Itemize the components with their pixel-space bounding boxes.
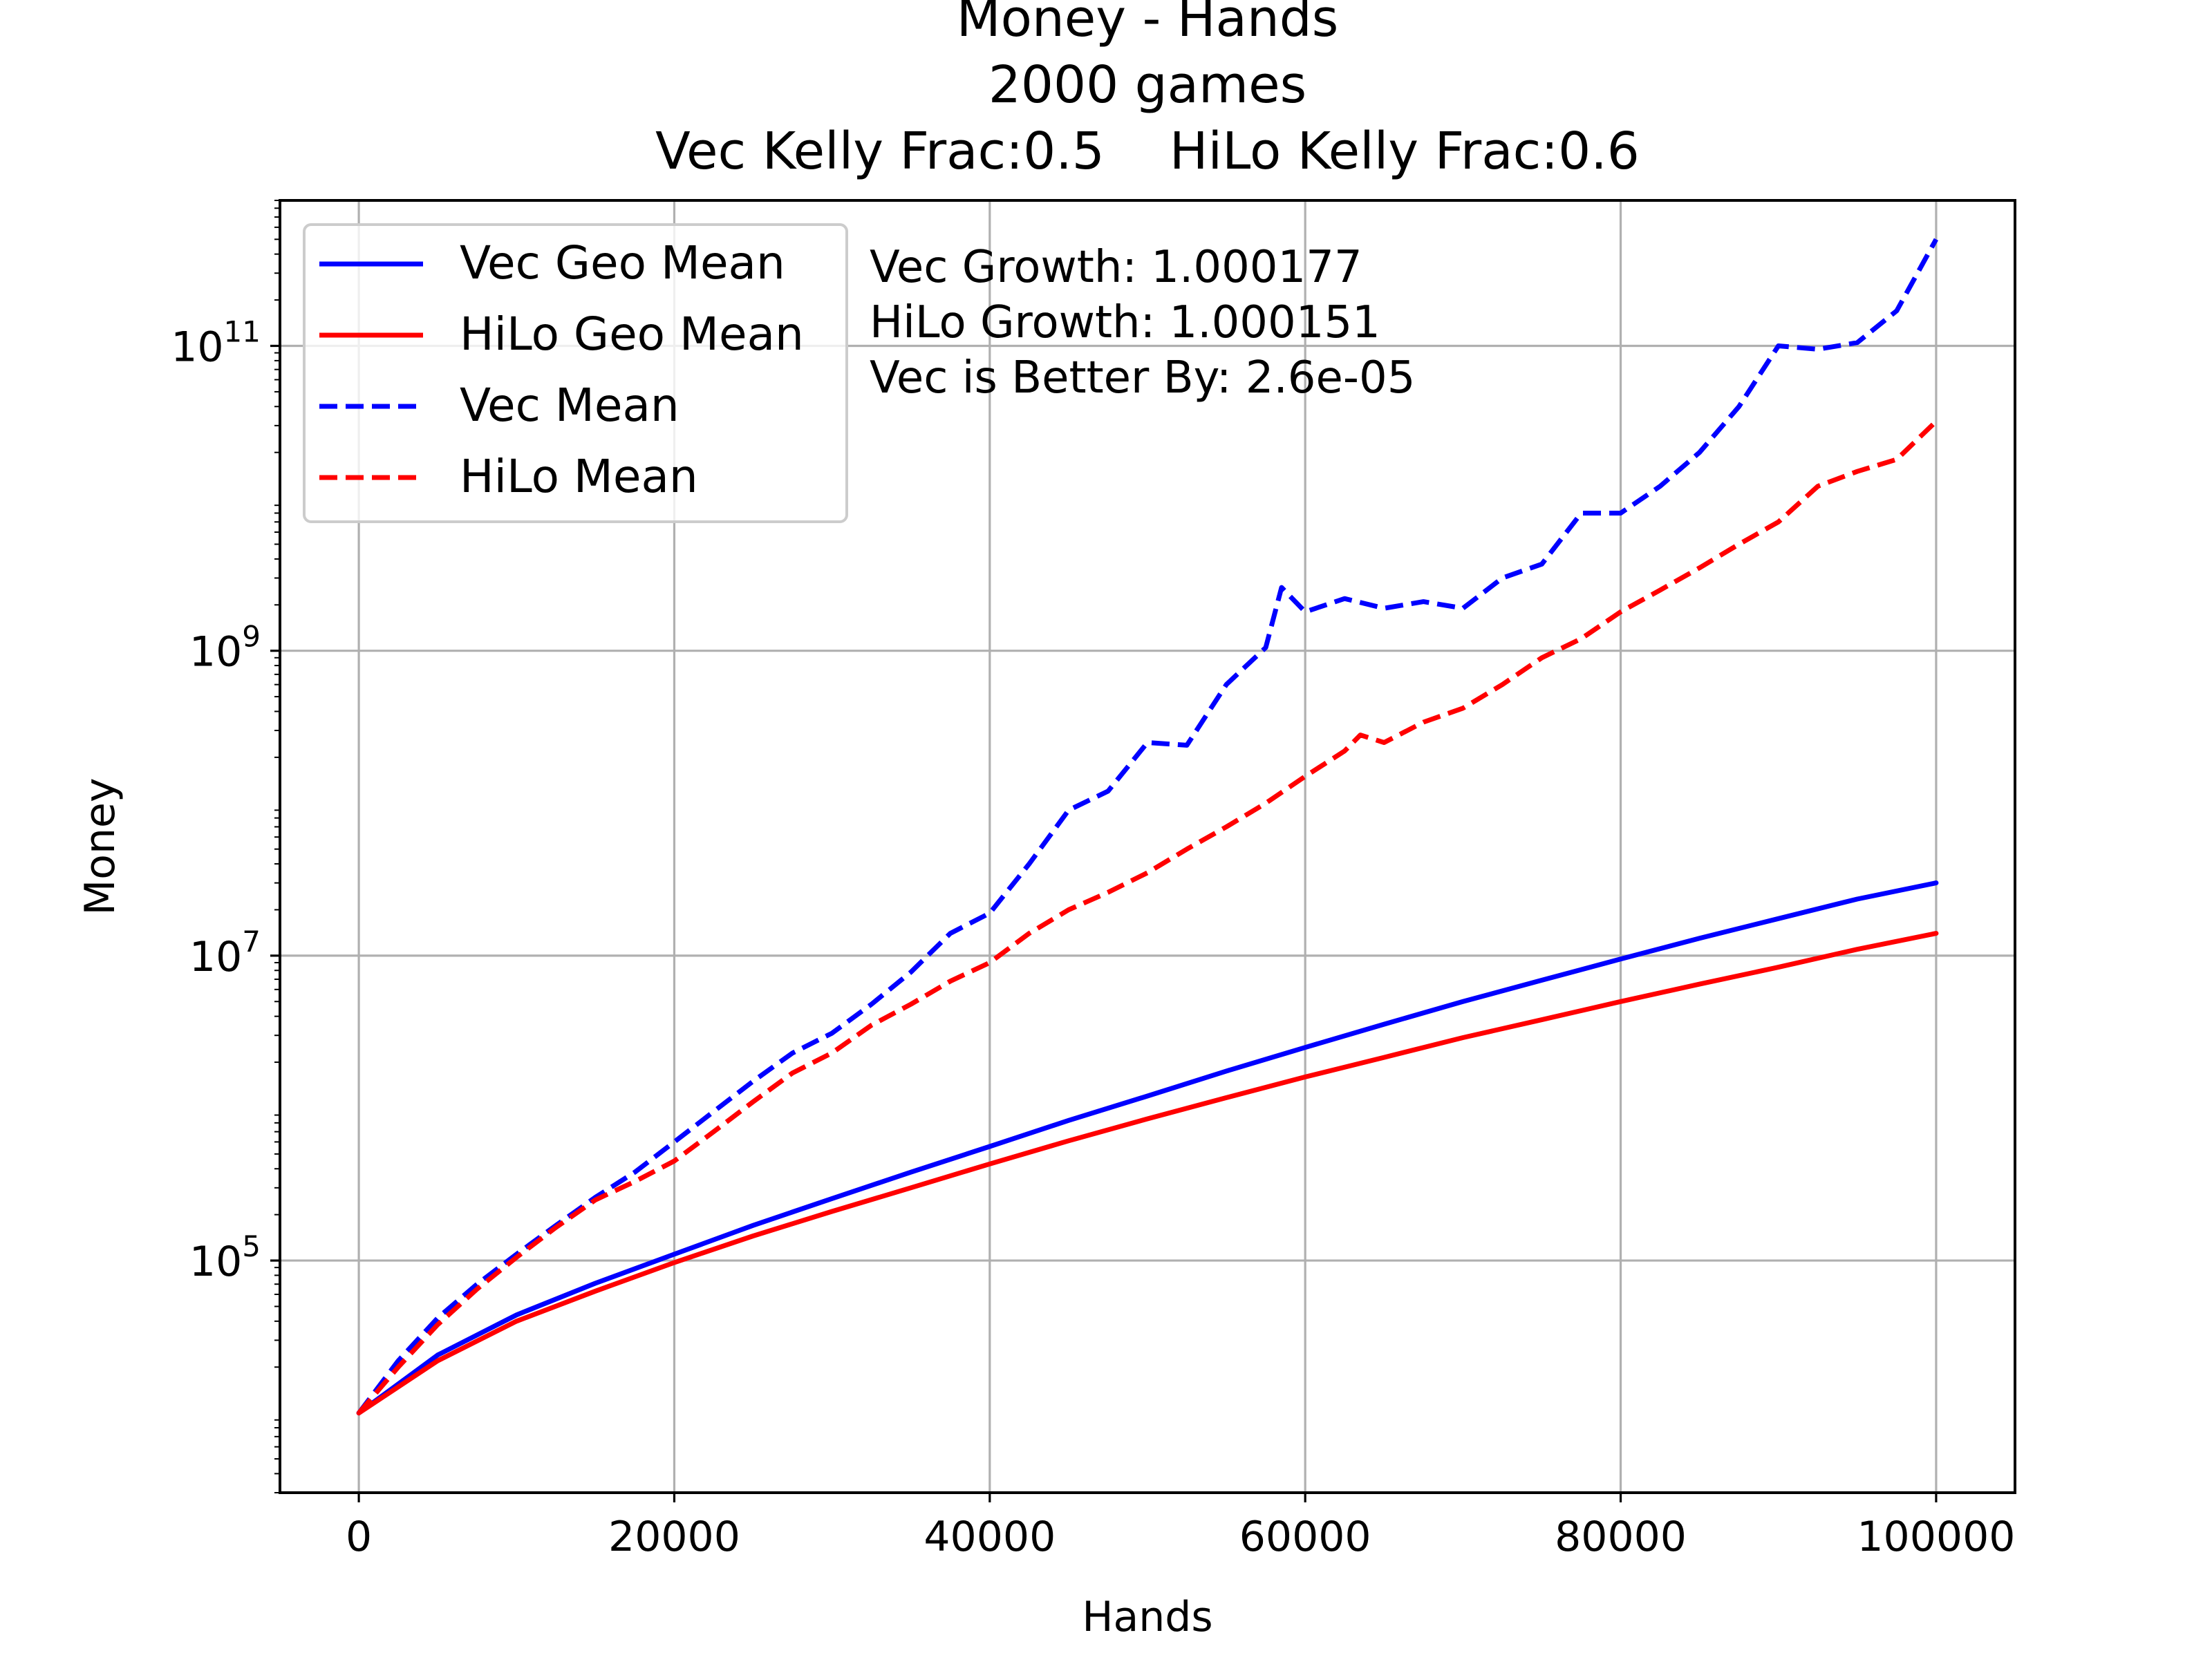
chart-title-line-2: 2000 games xyxy=(988,55,1306,115)
y-tick-label: 109 xyxy=(189,620,261,677)
legend: Vec Geo Mean HiLo Geo Mean Vec Mean HiLo… xyxy=(303,223,848,523)
grid-lines xyxy=(280,200,2015,1493)
legend-label-vec-mean: Vec Mean xyxy=(460,379,679,432)
series-line-hilo-geo-mean xyxy=(356,931,1939,1416)
chart-title-line-1: Money - Hands xyxy=(957,0,1339,48)
x-tick-label: 40000 xyxy=(924,1513,1056,1561)
series-line-hilo-mean xyxy=(357,419,1938,1415)
series-line-vec-geo-mean xyxy=(356,880,1939,1416)
legend-label-hilo-mean: HiLo Mean xyxy=(460,450,698,503)
annotation-vec-better: Vec is Better By: 2.6e-05 xyxy=(870,352,1415,404)
x-tick-label: 60000 xyxy=(1239,1513,1371,1561)
y-tick-label: 1011 xyxy=(171,314,261,371)
y-tick-label: 107 xyxy=(189,925,261,981)
y-axis-label: Money xyxy=(76,778,124,916)
x-tick-label: 100000 xyxy=(1857,1513,2015,1561)
y-tick-label: 105 xyxy=(189,1229,261,1286)
annotation-hilo-growth: HiLo Growth: 1.000151 xyxy=(870,297,1380,348)
chart-title-line-3: Vec Kelly Frac:0.5 HiLo Kelly Frac:0.6 xyxy=(655,122,1640,181)
annotation-vec-growth: Vec Growth: 1.000177 xyxy=(870,242,1362,293)
legend-box xyxy=(303,223,848,523)
series-line-vec-mean xyxy=(357,238,1938,1415)
series-lines xyxy=(356,238,1939,1416)
plot-frame xyxy=(279,199,2016,1494)
axis-ticks: 0 20000 40000 60000 80000 100000 105 107 109 1011 xyxy=(171,200,2015,1561)
legend-label-vec-geo-mean: Vec Geo Mean xyxy=(460,236,785,290)
x-axis-label: Hands xyxy=(1082,1593,1212,1641)
x-tick-label: 0 xyxy=(346,1513,372,1561)
legend-label-hilo-geo-mean: HiLo Geo Mean xyxy=(460,308,804,361)
x-tick-label: 20000 xyxy=(608,1513,740,1561)
x-tick-label: 80000 xyxy=(1555,1513,1687,1561)
